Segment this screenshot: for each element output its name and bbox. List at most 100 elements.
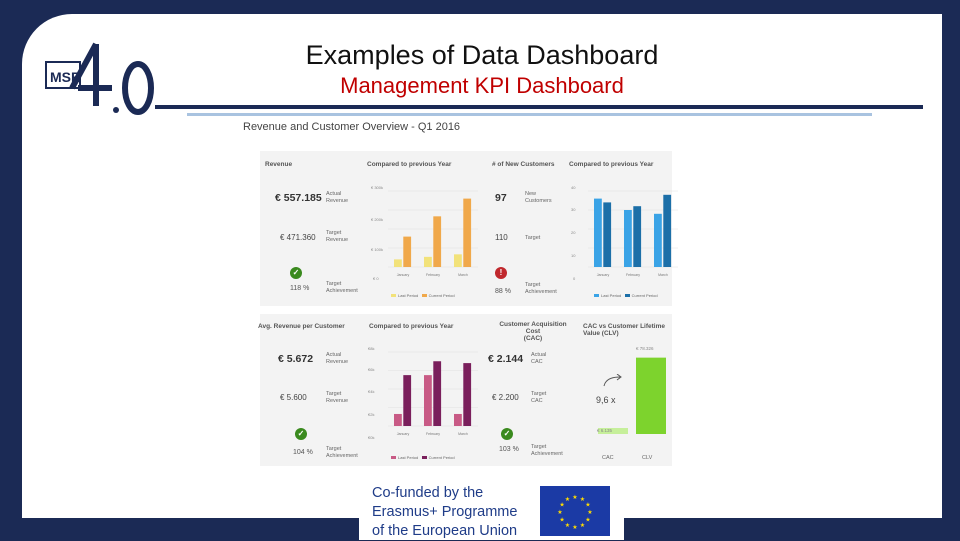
avg-revenue-bar-chart: January February March: [388, 351, 478, 436]
revenue-tick: € 200k: [371, 217, 384, 222]
eu-star-icon: ★: [572, 524, 577, 531]
check-icon: ✓: [290, 267, 302, 279]
cofunded-line: Co-funded by the: [372, 485, 484, 501]
bar-last-period: [424, 375, 432, 426]
bar-current-period: [633, 206, 642, 267]
avg-tick: €8k: [368, 346, 375, 351]
avg-tick: €4k: [368, 389, 375, 394]
bar-last-period: [424, 256, 432, 267]
bar-last-period: [624, 210, 632, 267]
revenue-header: Revenue: [265, 161, 293, 168]
alert-icon: !: [495, 267, 507, 279]
eu-star-icon: ★: [580, 522, 585, 529]
x-tick-label: March: [458, 432, 468, 436]
customers-tick: 10: [571, 253, 576, 258]
avg-revenue-target-label: Target Revenue: [326, 391, 349, 404]
bar-current-period: [603, 202, 612, 267]
bar-current-period: [663, 194, 672, 267]
revenue-achievement-label: Target Achievement: [326, 281, 358, 294]
eu-flag-icon: ★★★★★★★★★ ★ ★★: [540, 486, 610, 536]
eu-star-icon: ★: [557, 509, 562, 516]
avg-revenue-achievement: 104 %: [293, 449, 313, 456]
revenue-legend: Last Period Current Period: [391, 293, 455, 298]
ratio-value: 9,6 x: [596, 395, 616, 405]
revenue-bar-chart: January February March: [388, 190, 478, 277]
bar-cac: [598, 428, 628, 434]
bar-last-period: [654, 213, 662, 267]
avg-tick: €2k: [368, 412, 375, 417]
customers-legend: Last Period Current Period: [594, 293, 658, 298]
check-icon: ✓: [501, 428, 513, 440]
slide-subtitle: Management KPI Dashboard: [340, 73, 624, 98]
customers-actual-value: 97: [495, 192, 507, 204]
revenue-chart-header: Compared to previous Year: [367, 161, 452, 168]
revenue-target-label: Target Revenue: [326, 230, 349, 243]
bar-current-period: [403, 375, 412, 426]
clv-header: CAC vs Customer Lifetime Value (CLV): [583, 323, 665, 337]
cofunded-text: Co-funded by the Erasmus+ Programme of t…: [372, 484, 517, 541]
cac-target-label: Target CAC: [531, 391, 547, 404]
customers-target-label: Target: [525, 235, 541, 241]
cac-achievement-label: Target Achievement: [531, 444, 563, 457]
avg-tick: €0k: [368, 435, 375, 440]
bar-current-period: [433, 361, 442, 426]
eu-star-icon: ★: [565, 522, 570, 529]
bar-last-period: [394, 413, 402, 426]
clv-category-label: CAC: [602, 455, 614, 461]
eu-star-icon: ★: [559, 502, 564, 509]
bar-last-period: [454, 413, 462, 426]
customers-achievement: 88 %: [495, 288, 511, 295]
revenue-tick: € 100k: [371, 247, 384, 252]
revenue-target-value: € 471.360: [280, 233, 316, 242]
cac-target-value: € 2.200: [492, 393, 519, 402]
revenue-actual-label: Actual Revenue: [326, 191, 349, 204]
customers-actual-label: New Customers: [525, 191, 552, 204]
eu-star-icon: ★: [585, 517, 590, 524]
bar-current-period: [463, 363, 472, 426]
cac-actual-label: Actual CAC: [531, 352, 547, 365]
cac-value-label: € 6.135: [597, 428, 613, 433]
clv-category-label: CLV: [642, 455, 653, 461]
avg-revenue-header: Avg. Revenue per Customer: [258, 323, 345, 330]
x-tick-label: February: [626, 273, 640, 277]
customers-header: # of New Customers: [492, 161, 555, 168]
eu-star-icon: ★: [587, 509, 592, 516]
customers-tick: 40: [571, 185, 576, 190]
customers-tick: 20: [571, 230, 576, 235]
cac-achievement: 103 %: [499, 446, 519, 453]
eu-star-icon: ★: [580, 496, 585, 503]
avg-legend: Last Period Current Period: [391, 455, 455, 460]
revenue-achievement: 118 %: [290, 285, 310, 292]
dashboard-title: Revenue and Customer Overview - Q1 2016: [243, 121, 461, 133]
avg-tick: €6k: [368, 367, 375, 372]
customers-achievement-label: Target Achievement: [525, 282, 557, 295]
title-rule-accent: [187, 113, 872, 116]
x-tick-label: January: [597, 273, 610, 277]
check-icon: ✓: [295, 428, 307, 440]
slide-title: Examples of Data Dashboard: [305, 40, 659, 70]
customers-tick: 0: [573, 276, 576, 281]
curved-arrow-icon: [603, 374, 622, 387]
eu-star-icon: ★: [565, 496, 570, 503]
avg-revenue-actual-label: Actual Revenue: [326, 352, 349, 365]
cofunded-line: of the European Union: [372, 523, 518, 539]
avg-revenue-actual-value: € 5.672: [278, 353, 314, 365]
x-tick-label: March: [458, 273, 468, 277]
kpi-dashboard: Revenue and Customer Overview - Q1 2016 …: [238, 119, 682, 466]
customers-chart-header: Compared to previous Year: [569, 161, 654, 168]
x-tick-label: March: [658, 273, 668, 277]
cac-actual-value: € 2.144: [488, 353, 524, 365]
bar-current-period: [463, 198, 472, 267]
customers-tick: 30: [571, 207, 576, 212]
clv-value-label: € 78.326: [636, 346, 654, 351]
mse-4-0-logo: MSE: [45, 42, 154, 115]
clv-bar-chart: [598, 357, 666, 434]
avg-revenue-target-value: € 5.600: [280, 393, 307, 402]
customers-target-value: 110: [495, 233, 508, 242]
bar-current-period: [433, 216, 442, 267]
title-rule: [155, 105, 923, 109]
customers-bar-chart: January February March: [588, 190, 678, 277]
x-tick-label: February: [426, 432, 440, 436]
eu-star-icon: ★: [572, 494, 577, 501]
